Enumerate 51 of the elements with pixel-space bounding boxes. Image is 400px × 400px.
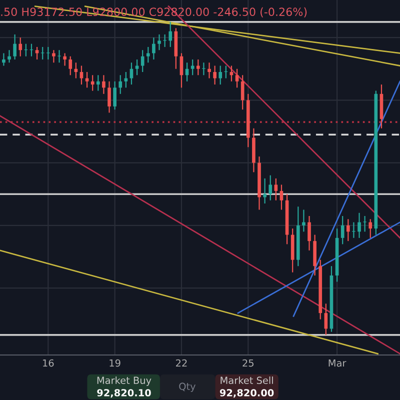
candlestick	[368, 218, 372, 238]
candlestick	[218, 65, 222, 86]
x-tick-label: Mar	[328, 359, 346, 367]
candlestick	[202, 62, 206, 76]
candlestick	[208, 62, 211, 79]
candlestick	[240, 74, 244, 110]
candlestick	[135, 58, 139, 76]
x-tick-label: 25	[242, 359, 254, 367]
candlestick	[102, 74, 106, 94]
candlestick	[274, 178, 278, 201]
candlestick	[52, 50, 56, 64]
candlestick	[2, 52, 6, 66]
text: 92,820.00	[220, 389, 274, 398]
candlestick	[152, 37, 156, 60]
candlestick	[213, 65, 216, 86]
text: 92,820.10	[97, 389, 151, 398]
candlestick	[302, 209, 306, 232]
candlestick	[190, 58, 194, 76]
candlestick	[118, 74, 122, 94]
candlestick	[168, 21, 172, 48]
candlestick	[363, 215, 366, 232]
candlestick	[113, 80, 116, 110]
candlestick	[280, 184, 284, 210]
candlestick	[13, 34, 16, 60]
x-tick-label: 22	[176, 359, 187, 367]
candlestick	[340, 215, 344, 245]
x-tick-label: 19	[110, 359, 120, 367]
candlestick	[18, 37, 22, 57]
candlestick	[108, 80, 111, 114]
candlestick	[80, 65, 84, 86]
candlestick	[235, 68, 239, 88]
candlestick	[58, 50, 61, 64]
candlestick	[140, 50, 144, 73]
candlestick	[130, 62, 134, 86]
text: Market Buy	[97, 376, 152, 386]
text: Qty	[179, 382, 196, 392]
candlestick	[68, 56, 72, 76]
candlestick	[346, 218, 350, 242]
candlestick	[263, 178, 266, 204]
candlestick	[268, 174, 272, 201]
candlestick	[358, 212, 361, 238]
x-tick-label: 16	[43, 359, 54, 367]
candlestick	[196, 58, 200, 76]
text: Market Sell	[220, 376, 273, 384]
candlestick	[158, 34, 161, 51]
candlestick	[146, 46, 150, 64]
candlestick	[63, 52, 66, 66]
candlestick	[96, 74, 100, 92]
candlestick	[8, 50, 11, 64]
candlestick	[90, 74, 94, 92]
candlestick	[308, 215, 311, 251]
